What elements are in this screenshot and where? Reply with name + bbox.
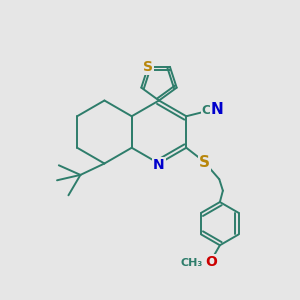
Text: O: O: [205, 255, 217, 269]
Text: S: S: [143, 60, 153, 74]
Text: C: C: [202, 104, 211, 117]
Text: N: N: [153, 158, 165, 172]
Text: N: N: [211, 102, 224, 117]
Text: S: S: [199, 155, 210, 170]
Text: CH₃: CH₃: [181, 258, 203, 268]
